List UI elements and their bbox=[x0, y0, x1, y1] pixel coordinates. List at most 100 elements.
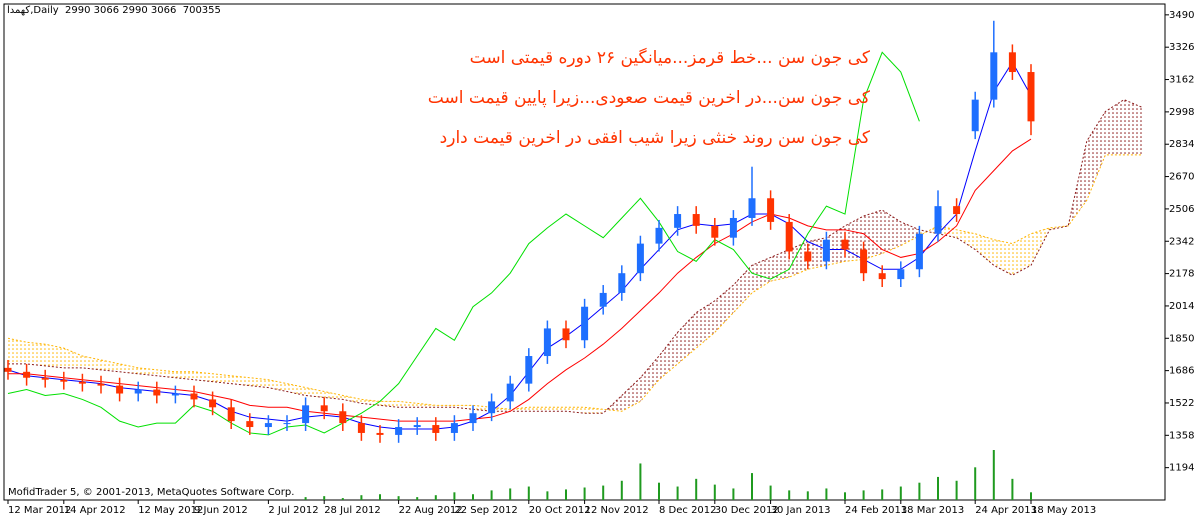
candle-body bbox=[767, 198, 775, 222]
cloud-segment bbox=[677, 312, 697, 364]
candle-body bbox=[209, 399, 217, 408]
candle-body bbox=[23, 371, 31, 378]
volume-bar bbox=[565, 489, 567, 500]
cloud-segment bbox=[101, 359, 120, 372]
candle-body bbox=[283, 423, 291, 425]
candle-body bbox=[729, 217, 737, 238]
candle-body bbox=[953, 206, 961, 215]
cloud-segment bbox=[528, 407, 548, 412]
candle-body bbox=[153, 389, 161, 396]
candle-body bbox=[395, 427, 403, 435]
cloud-segment bbox=[8, 338, 27, 364]
cloud-segment bbox=[696, 300, 715, 349]
volume-bar bbox=[844, 492, 846, 500]
candle-body bbox=[822, 239, 830, 262]
candle-body bbox=[1027, 72, 1035, 122]
candle-body bbox=[636, 243, 644, 274]
y-tick-label: 2506 bbox=[1169, 204, 1194, 215]
candle-body bbox=[674, 214, 682, 228]
cloud-segment bbox=[156, 369, 176, 378]
indicator-line bbox=[7, 51, 920, 436]
candle-body bbox=[618, 273, 626, 293]
x-tick-label: 2 Jul 2012 bbox=[268, 505, 318, 516]
candle-body bbox=[841, 239, 849, 250]
volume-bar bbox=[955, 480, 958, 500]
x-tick-label: 9 Jun 2012 bbox=[194, 505, 248, 516]
volume-bar bbox=[583, 487, 586, 500]
candle-body bbox=[748, 198, 756, 218]
volume-bar bbox=[434, 495, 437, 500]
x-tick-label: 18 May 2013 bbox=[1031, 505, 1096, 516]
cloud-edge bbox=[7, 154, 1143, 412]
candle-body bbox=[78, 381, 86, 384]
cloud-segment bbox=[26, 342, 46, 366]
volume-bar bbox=[1011, 478, 1014, 500]
cloud-segment bbox=[956, 229, 976, 250]
y-tick-label: 2014 bbox=[1169, 301, 1194, 312]
volume-bar bbox=[509, 488, 512, 500]
cloud-segment bbox=[305, 387, 325, 398]
candle-body bbox=[376, 432, 384, 435]
volume-bar bbox=[937, 476, 939, 500]
cloud-segment bbox=[287, 383, 306, 396]
volume-bar bbox=[490, 490, 493, 500]
volume-bar bbox=[769, 485, 772, 500]
cloud-segment bbox=[770, 249, 790, 282]
candle-body bbox=[860, 249, 868, 274]
cloud-segment bbox=[863, 210, 883, 260]
cloud-segment bbox=[566, 407, 585, 414]
y-tick-label: 3162 bbox=[1169, 75, 1194, 86]
volume-bar bbox=[899, 486, 902, 500]
volume-bar bbox=[881, 489, 884, 500]
candle-body bbox=[971, 99, 979, 132]
candle-body bbox=[785, 221, 793, 252]
candle-body bbox=[264, 423, 272, 428]
volume-bar bbox=[546, 491, 549, 500]
x-tick-label: 18 Mar 2013 bbox=[901, 505, 964, 516]
y-tick-label: 2178 bbox=[1169, 269, 1194, 280]
cloud-segment bbox=[231, 375, 250, 386]
candle-body bbox=[599, 292, 607, 307]
y-tick-label: 3490 bbox=[1169, 10, 1194, 21]
x-tick-label: 22 Sep 2012 bbox=[454, 505, 517, 516]
x-tick-label: 30 Dec 2012 bbox=[715, 505, 779, 516]
candle-body bbox=[525, 356, 533, 384]
x-tick-label: 20 Oct 2012 bbox=[529, 505, 591, 516]
cloud-segment bbox=[621, 377, 641, 412]
y-tick-label: 2998 bbox=[1169, 107, 1194, 118]
volume-bar bbox=[453, 492, 456, 500]
volume-bar bbox=[602, 485, 605, 500]
volume-bar bbox=[360, 495, 363, 500]
volume-bar bbox=[676, 486, 679, 500]
y-tick-label: 1194 bbox=[1169, 463, 1194, 474]
y-tick-label: 1686 bbox=[1169, 366, 1194, 377]
cloud-segment bbox=[510, 407, 529, 412]
candle-body bbox=[1008, 52, 1016, 73]
x-tick-label: 22 Aug 2012 bbox=[399, 505, 463, 516]
x-tick-label: 12 Mar 2012 bbox=[8, 505, 71, 516]
chart-title: کهمدا,Daily 2990 3066 2990 3066 700355 bbox=[7, 5, 221, 16]
candle-body bbox=[878, 273, 886, 280]
cloud-segment bbox=[1086, 111, 1106, 201]
volume-bar bbox=[974, 467, 977, 500]
candle-body bbox=[897, 269, 905, 280]
y-tick-label: 1358 bbox=[1169, 430, 1194, 441]
candle-body bbox=[655, 227, 663, 244]
cloud-segment bbox=[249, 377, 269, 388]
volume-bar bbox=[397, 496, 400, 500]
candle-body bbox=[190, 393, 198, 400]
candle-body bbox=[116, 385, 124, 394]
volume-bar bbox=[323, 496, 326, 500]
candle-body bbox=[4, 367, 12, 372]
cloud-segment bbox=[789, 241, 808, 278]
cloud-segment bbox=[714, 285, 734, 333]
x-tick-label: 12 May 2012 bbox=[138, 505, 203, 516]
cloud-segment bbox=[733, 265, 752, 313]
cloud-segment bbox=[826, 225, 845, 266]
candle-body bbox=[562, 328, 570, 341]
annotation: کی جون سن ...خط قرمز...میانگین ۲۶ دوره ق… bbox=[469, 48, 870, 68]
annotation: کی جون سن روند خنثی زیرا شیب افقی در اخر… bbox=[439, 128, 870, 148]
volume-bar bbox=[806, 491, 809, 500]
y-tick-label: 1850 bbox=[1169, 333, 1194, 344]
